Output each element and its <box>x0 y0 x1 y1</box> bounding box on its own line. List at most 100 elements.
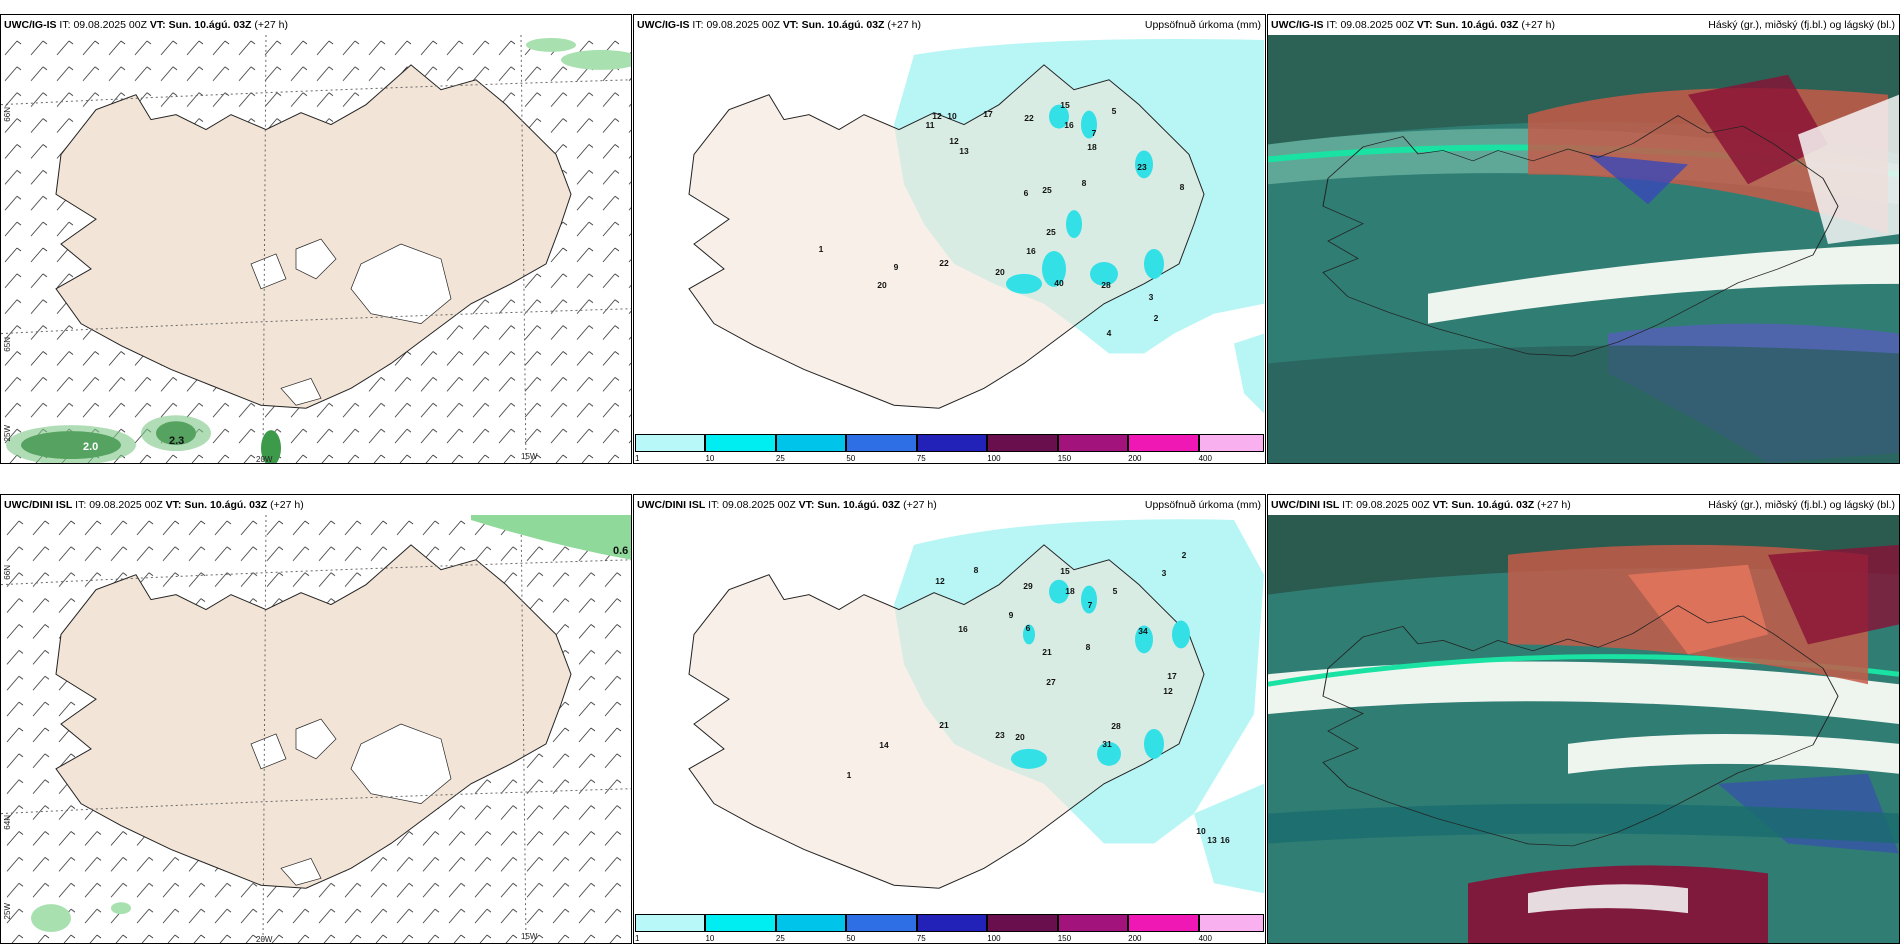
it-prefix: IT: <box>692 19 704 31</box>
wind-contour-label: 2.3 <box>169 435 185 447</box>
precip-value: 11 <box>925 120 935 130</box>
wind-map-panel-top: UWC/IG-IS IT: 09.08.2025 00Z VT: Sun. 10… <box>0 14 632 464</box>
panel-title: Háský (gr.), miðský (fj.bl.) og lágský (… <box>1708 19 1895 31</box>
precip-value: 6 <box>1023 188 1029 198</box>
precip-value: 16 <box>958 624 968 634</box>
precip-map-panel-top: UWC/IG-IS IT: 09.08.2025 00Z VT: Sun. 10… <box>633 14 1266 464</box>
precip-value: 17 <box>1167 671 1177 681</box>
panel-header: UWC/IG-IS IT: 09.08.2025 00Z VT: Sun. 10… <box>1268 15 1899 35</box>
map-area <box>634 35 1265 463</box>
precip-value: 27 <box>1046 677 1056 687</box>
valid-time: Sun. 10.ágú. 03Z <box>168 19 252 31</box>
colorbar-swatch <box>705 434 776 452</box>
colorbar-tick: 200 <box>1128 934 1142 943</box>
precip-value: 21 <box>1042 647 1052 657</box>
lat-label-64: 64N <box>3 815 12 830</box>
colorbar-tick: 10 <box>705 934 715 943</box>
wind-map-svg <box>1 515 631 943</box>
colorbar-swatch <box>635 434 706 452</box>
precip-value: 28 <box>1111 721 1121 731</box>
precip-value: 25 <box>1042 185 1052 195</box>
cloud-map-panel-bottom: UWC/DINI ISL IT: 09.08.2025 00Z VT: Sun.… <box>1267 494 1900 944</box>
colorbar-swatch <box>635 914 706 932</box>
panel-title: Háský (gr.), miðský (fj.bl.) og lágský (… <box>1708 499 1895 511</box>
vt-prefix: VT: <box>1416 19 1433 31</box>
precip-value: 10 <box>1196 826 1206 836</box>
precip-value: 13 <box>959 146 969 156</box>
precip-value: 4 <box>1106 328 1112 338</box>
precip-value: 20 <box>995 267 1005 277</box>
precip-value: 14 <box>879 740 889 750</box>
init-time: 09.08.2025 00Z <box>1340 19 1414 31</box>
precip-value: 16 <box>1220 835 1230 845</box>
cloud-map-panel-top: UWC/IG-IS IT: 09.08.2025 00Z VT: Sun. 10… <box>1267 14 1900 464</box>
init-time: 09.08.2025 00Z <box>89 499 163 511</box>
precip-value: 25 <box>1046 227 1056 237</box>
precip-value: 9 <box>893 262 899 272</box>
model-name: UWC/DINI ISL <box>1271 499 1340 511</box>
precip-value: 16 <box>1026 246 1036 256</box>
cloud-map-svg <box>1268 515 1899 943</box>
colorbar-tick: 400 <box>1198 934 1212 943</box>
precip-value: 3 <box>1148 292 1154 302</box>
colorbar-tick: 1 <box>635 454 640 463</box>
panel-header: UWC/IG-IS IT: 09.08.2025 00Z VT: Sun. 10… <box>1 15 631 35</box>
precip-value: 22 <box>939 258 949 268</box>
valid-time: Sun. 10.ágú. 03Z <box>817 499 901 511</box>
precip-value: 5 <box>1112 586 1118 596</box>
precip-value: 20 <box>1015 732 1025 742</box>
precip-value: 13 <box>1207 835 1217 845</box>
init-time: 09.08.2025 00Z <box>1356 499 1430 511</box>
lead-time: (+27 h) <box>903 499 937 511</box>
lead-time: (+27 h) <box>254 19 288 31</box>
wind-map-svg <box>1 35 631 463</box>
precip-value: 3 <box>1161 568 1167 578</box>
colorbar-tick: 50 <box>846 454 856 463</box>
precip-value: 12 <box>935 576 945 586</box>
colorbar-swatch <box>775 434 847 452</box>
colorbar-swatch <box>987 914 1058 932</box>
model-name: UWC/DINI ISL <box>637 499 706 511</box>
colorbar-swatch <box>1128 434 1199 452</box>
colorbar-tick: 150 <box>1057 934 1072 943</box>
colorbar-swatch <box>916 434 988 452</box>
precip-map-svg <box>688 519 1264 894</box>
wind-map-panel-bottom: UWC/DINI ISL IT: 09.08.2025 00Z VT: Sun.… <box>0 494 632 944</box>
precip-value: 1 <box>846 770 852 780</box>
panel-title: Uppsöfnuð úrkoma (mm) <box>1144 499 1261 511</box>
lat-label-66: 66N <box>3 565 12 580</box>
precip-value: 16 <box>1064 120 1074 130</box>
colorbar-swatch <box>1198 434 1264 452</box>
colorbar-swatch <box>916 914 988 932</box>
precip-value: 20 <box>877 280 887 290</box>
it-prefix: IT: <box>75 499 87 511</box>
lead-time: (+27 h) <box>1537 499 1571 511</box>
init-time: 09.08.2025 00Z <box>722 499 796 511</box>
colorbar: 1 10 25 50 75 100 150 200 400 <box>635 914 1264 943</box>
colorbar-swatch <box>1198 914 1264 932</box>
lat-label-66: 66N <box>3 107 12 122</box>
lon-label-20: 20W <box>256 935 273 944</box>
lead-time: (+27 h) <box>1521 19 1555 31</box>
init-time: 09.08.2025 00Z <box>73 19 147 31</box>
colorbar-swatch <box>846 914 917 932</box>
map-area <box>1 35 631 463</box>
precip-value: 12 <box>949 136 959 146</box>
panel-header: UWC/DINI ISL IT: 09.08.2025 00Z VT: Sun.… <box>1 495 631 515</box>
it-prefix: IT: <box>1342 499 1354 511</box>
precip-value: 2 <box>1153 313 1159 323</box>
precip-map-svg <box>688 38 1264 414</box>
it-prefix: IT: <box>1326 19 1338 31</box>
precip-value: 28 <box>1101 280 1111 290</box>
precip-value: 22 <box>1024 113 1034 123</box>
colorbar-swatch <box>1057 434 1129 452</box>
lon-label-25: 25W <box>3 425 12 442</box>
precip-value: 7 <box>1087 600 1093 610</box>
precip-value: 23 <box>995 730 1005 740</box>
precip-value: 6 <box>1025 623 1031 633</box>
colorbar-tick: 25 <box>775 454 785 463</box>
map-area <box>1 515 631 943</box>
precip-value: 23 <box>1137 162 1147 172</box>
precip-value: 34 <box>1138 626 1148 636</box>
colorbar-tick: 25 <box>775 934 785 943</box>
